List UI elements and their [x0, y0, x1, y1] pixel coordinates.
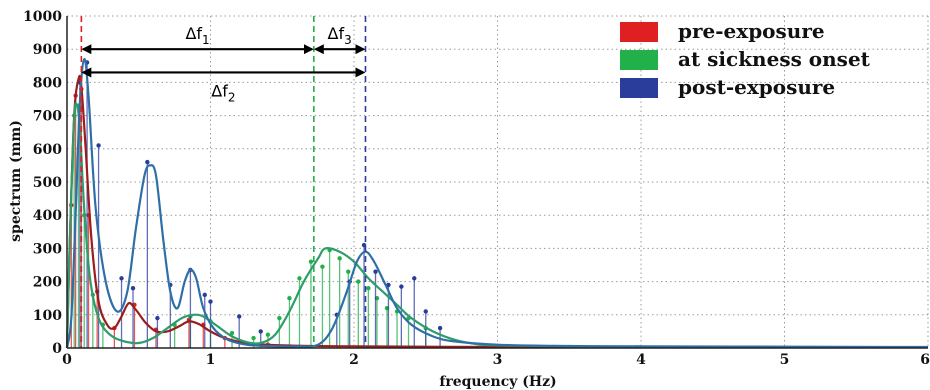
y-tick-label: 400 [33, 208, 62, 224]
pre-exposure-legend-swatch [620, 22, 658, 42]
pre-exposure-curve [65, 74, 929, 349]
y-tick-label: 600 [33, 142, 62, 158]
post-exposure-stem-point [423, 309, 428, 314]
post-exposure-stem-point [258, 329, 263, 334]
at-sickness-onset-stem-point [297, 276, 302, 281]
y-tick-label: 500 [33, 175, 62, 191]
tick-labels: 0 100 200 300 400 500 600 700 800 900 1000 0 1 2 3 4 5 6 [23, 9, 930, 368]
y-tick-label: 800 [33, 75, 62, 91]
at-sickness-onset-legend-swatch [620, 50, 658, 70]
post-exposure-curve [65, 58, 929, 349]
curves [65, 58, 929, 349]
post-exposure-legend-swatch [620, 78, 658, 98]
post-exposure-stem-point [373, 269, 378, 274]
y-tick-label: 1000 [23, 9, 62, 25]
at-sickness-onset-stem-point [229, 330, 235, 336]
delta-f3-subscript: 3 [344, 33, 352, 47]
at-sickness-onset-stem-point [277, 315, 282, 321]
legend: pre-exposure at sickness onset post-exposu… [620, 19, 871, 99]
at-sickness-onset-stem-point [337, 256, 342, 261]
at-sickness-onset-stem-point [251, 335, 256, 341]
at-sickness-onset-stem-point [287, 296, 292, 301]
post-exposure-legend-label: post-exposure [678, 75, 835, 99]
delta-f2-label: Δf2 [211, 81, 235, 104]
post-exposure-stem-point [412, 276, 417, 281]
delta-f1-subscript: 1 [202, 33, 210, 47]
post-exposure-stem-point [155, 315, 160, 321]
x-tick-label: 5 [780, 352, 790, 368]
delta-f1-symbol: Δf [185, 24, 202, 43]
post-exposure-stem-point [437, 325, 443, 331]
x-tick-label: 1 [206, 352, 216, 368]
post-exposure-stem-point [130, 286, 136, 291]
post-exposure-stem-point [96, 143, 101, 148]
y-tick-label: 200 [33, 275, 62, 291]
x-tick-label: 3 [493, 352, 503, 368]
delta-f3-symbol: Δf [328, 24, 345, 43]
axes [66, 16, 928, 349]
at-sickness-onset-stem-point [356, 279, 361, 284]
x-tick-label: 4 [636, 352, 646, 368]
x-tick-label: 2 [349, 352, 359, 368]
post-exposure-stem-point [208, 299, 213, 304]
y-tick-label: 300 [33, 241, 62, 257]
delta-f2-symbol: Δf [211, 81, 228, 100]
x-tick-label: 0 [62, 352, 72, 368]
at-sickness-onset-stem-point [346, 269, 351, 274]
delta-f2-subscript: 2 [228, 90, 236, 104]
at-sickness-onset-stem-point [265, 332, 271, 337]
delta-f1-label: Δf1 [185, 24, 209, 47]
post-exposure-stem-point [237, 314, 242, 319]
y-tick-label: 0 [52, 341, 62, 357]
post-exposure-stem-point [119, 276, 124, 281]
post-exposure-stem-point [145, 159, 150, 165]
at-sickness-onset-stem-point [320, 264, 325, 269]
at-sickness-onset-legend-label: at sickness onset [678, 47, 871, 71]
x-axis-label: frequency (Hz) [439, 374, 556, 390]
post-exposure-stem-point [399, 284, 404, 289]
y-tick-label: 900 [33, 42, 62, 58]
y-tick-label: 700 [33, 109, 62, 125]
x-tick-label: 6 [920, 352, 930, 368]
at-sickness-onset-stem-point [308, 259, 314, 264]
y-axis-label: spectrum (mm) [8, 120, 24, 242]
delta-f3-label: Δf3 [328, 24, 352, 47]
pre-exposure-legend-label: pre-exposure [678, 19, 825, 43]
y-tick-label: 100 [33, 308, 62, 324]
at-sickness-onset-stem-point [366, 286, 371, 291]
post-exposure-stem-point [202, 292, 207, 298]
